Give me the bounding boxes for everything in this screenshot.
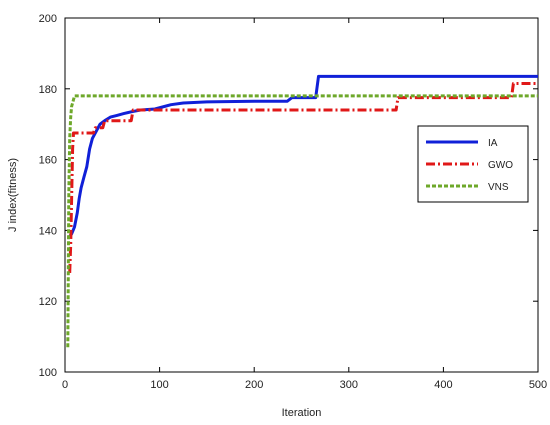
y-tick-label: 120 <box>39 296 57 308</box>
y-tick-label: 180 <box>39 84 57 96</box>
plot-area <box>64 17 539 373</box>
legend-label-gwo: GWO <box>488 160 513 171</box>
legend: IA GWO VNS <box>417 125 529 203</box>
x-tick-label: 400 <box>434 379 452 391</box>
legend-label-ia: IA <box>488 138 498 149</box>
x-tick-label: 500 <box>529 379 547 391</box>
series-lines <box>66 74 538 348</box>
x-tick-label: 300 <box>340 379 358 391</box>
series-line-gwo <box>68 82 538 273</box>
x-tick-label: 200 <box>245 379 263 391</box>
y-tick-label: 200 <box>39 13 57 25</box>
series-line-ia <box>67 74 538 239</box>
x-tick-label: 0 <box>62 379 68 391</box>
x-axis-label: Iteration <box>282 407 322 419</box>
series-line-vns <box>66 94 538 348</box>
x-tick-label: 100 <box>150 379 168 391</box>
y-axis-label: J index(fitness) <box>7 158 19 232</box>
y-tick-label: 100 <box>39 367 57 379</box>
y-tick-label: 160 <box>39 155 57 167</box>
legend-label-vns: VNS <box>488 182 509 193</box>
y-tick-label: 140 <box>39 225 57 237</box>
axis-ticks: 0 100 200 300 400 500 100 120 140 160 180 200 <box>39 13 548 391</box>
